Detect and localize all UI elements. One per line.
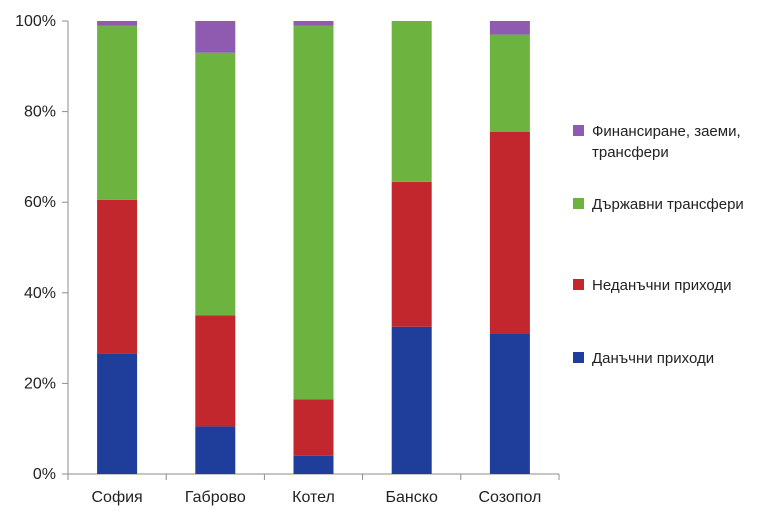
bar-segment bbox=[293, 455, 334, 474]
legend-swatch bbox=[573, 352, 584, 363]
bar-segment bbox=[489, 34, 530, 132]
y-tick-label: 20% bbox=[24, 375, 56, 392]
bar-segment bbox=[97, 353, 138, 474]
bar-segment bbox=[391, 21, 432, 182]
y-tick-label: 100% bbox=[15, 13, 56, 30]
y-tick-label: 80% bbox=[24, 104, 56, 121]
x-category-label: Банско bbox=[386, 489, 438, 506]
y-tick-label: 40% bbox=[24, 285, 56, 302]
bar-segment bbox=[293, 399, 334, 456]
y-tick-label: 0% bbox=[33, 466, 56, 483]
bar-segment bbox=[195, 52, 236, 316]
x-category-label: София bbox=[91, 489, 142, 506]
legend-label: Държавни трансфери bbox=[592, 196, 744, 213]
bar-segment bbox=[489, 21, 530, 35]
bar-segment bbox=[293, 25, 334, 400]
bar-segment bbox=[391, 326, 432, 474]
y-tick-label: 60% bbox=[24, 194, 56, 211]
legend-swatch bbox=[573, 125, 584, 136]
bar-segment bbox=[97, 199, 138, 354]
bar-segment bbox=[489, 333, 530, 474]
bar-segment bbox=[195, 21, 236, 53]
bar-segment bbox=[293, 21, 334, 26]
bar-segment bbox=[489, 131, 530, 334]
x-category-label: Габрово bbox=[185, 489, 246, 506]
bar-segment bbox=[97, 21, 138, 26]
bar-segment bbox=[97, 25, 138, 200]
x-category-label: Котел bbox=[292, 489, 335, 506]
legend-label: Финансиране, заеми, трансфери bbox=[592, 123, 741, 161]
bar-segment bbox=[195, 426, 236, 474]
legend-label: Данъчни приходи bbox=[592, 350, 714, 367]
legend-swatch bbox=[573, 198, 584, 209]
x-category-label: Созопол bbox=[478, 489, 541, 506]
bar-segment bbox=[391, 181, 432, 327]
legend-label: Неданъчни приходи bbox=[592, 277, 732, 294]
bar-segment bbox=[195, 315, 236, 427]
legend-swatch bbox=[573, 279, 584, 290]
